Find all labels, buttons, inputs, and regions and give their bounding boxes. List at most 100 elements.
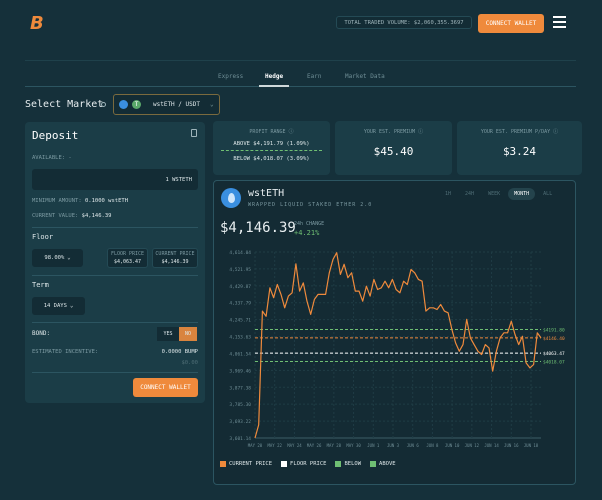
range-tab-24h[interactable]: 24H bbox=[465, 191, 475, 197]
asset-name: WRAPPED LIQUID STAKED ETHER 2.0 bbox=[248, 202, 373, 208]
x-tick-label: JUN 18 bbox=[524, 443, 539, 448]
range-tab-all[interactable]: ALL bbox=[543, 191, 553, 197]
level-label: $4018.07 bbox=[543, 359, 565, 365]
current-value-label: CURRENT VALUE: bbox=[32, 213, 79, 219]
floor-title: Floor bbox=[32, 233, 54, 241]
x-tick-label: JUN 14 bbox=[484, 443, 499, 448]
x-tick-label: JUN 16 bbox=[504, 443, 519, 448]
x-tick-label: JUN 3 bbox=[387, 443, 400, 448]
level-label: $4063.47 bbox=[543, 351, 565, 357]
info-icon[interactable]: ⓘ bbox=[418, 129, 424, 135]
deposit-title: Deposit bbox=[32, 129, 79, 142]
chevron-down-icon: ⌄ bbox=[67, 255, 71, 261]
bond-yes-button[interactable]: YES bbox=[157, 327, 179, 341]
tab-earn[interactable]: Earn bbox=[307, 73, 322, 80]
menu-icon[interactable] bbox=[553, 16, 566, 28]
range-tab-month[interactable]: MONTH bbox=[508, 188, 536, 200]
profit-range-label: PROFIT RANGE bbox=[249, 129, 286, 135]
floor-value: 98.00% bbox=[44, 255, 65, 261]
term-dropdown[interactable]: 14 DAYS ⌄ bbox=[32, 297, 85, 315]
legend-label: ABOVE bbox=[379, 461, 396, 467]
legend-item: BELOW bbox=[335, 461, 361, 467]
term-title: Term bbox=[32, 281, 49, 289]
current-value: $4,146.39 bbox=[81, 213, 112, 219]
min-amount-label: MINIMUM AMOUNT: bbox=[32, 198, 82, 204]
incentive-label: ESTIMATED INCENTIVE: bbox=[32, 349, 99, 355]
info-icon[interactable]: ⓘ bbox=[288, 129, 294, 135]
floor-price-box: FLOOR PRICE $4,063.47 bbox=[107, 248, 148, 268]
legend-label: BELOW bbox=[344, 461, 362, 467]
chart-card: wstETH WRAPPED LIQUID STAKED ETHER 2.0 1… bbox=[213, 180, 576, 485]
x-tick-label: JUN 12 bbox=[465, 443, 480, 448]
info-icon[interactable]: ⓘ bbox=[553, 129, 559, 135]
x-tick-label: MAY 22 bbox=[267, 443, 282, 448]
chart-legend: CURRENT PRICE FLOOR PRICE BELOW ABOVE bbox=[220, 461, 396, 467]
premium-per-day-label: YOUR EST. PREMIUM P/DAY bbox=[480, 129, 551, 135]
y-tick-label: 4,153.63 bbox=[229, 335, 251, 341]
price-chart: 4,614.04 4,521.95 4,429.87 4,337.79 4,245.71… bbox=[229, 250, 565, 448]
market-pair: wstETH / USDT bbox=[153, 101, 200, 108]
level-label: $4191.80 bbox=[543, 328, 565, 334]
min-amount-value: 0.1000 wstETH bbox=[84, 198, 129, 204]
floor-price: $4,063.47 bbox=[113, 259, 142, 265]
tab-hedge[interactable]: Hedge bbox=[265, 73, 284, 80]
connect-wallet-button[interactable]: CONNECT WALLET bbox=[478, 14, 544, 33]
premium-per-day-card: YOUR EST. PREMIUM P/DAY ⓘ $3.24 bbox=[457, 121, 582, 175]
profit-below: BELOW $4,018.07 (3.09%) bbox=[233, 156, 310, 162]
range-tab-week[interactable]: WEEK bbox=[488, 191, 501, 197]
deposit-connect-wallet-button[interactable]: CONNECT WALLET bbox=[133, 378, 198, 397]
bond-no-button[interactable]: NO bbox=[179, 327, 197, 341]
floor-dropdown[interactable]: 98.00% ⌄ bbox=[32, 249, 83, 267]
legend-item: FLOOR PRICE bbox=[281, 461, 326, 467]
y-tick-label: 3,877.38 bbox=[229, 385, 251, 391]
tab-express[interactable]: Express bbox=[218, 73, 244, 80]
asset-symbol: wstETH bbox=[248, 188, 285, 199]
range-tabs: 1H 24H WEEK MONTH ALL bbox=[439, 188, 558, 200]
amount-input[interactable]: 1 WSTETH bbox=[32, 169, 198, 190]
premium-per-day-value: $3.24 bbox=[502, 145, 537, 158]
legend-label: FLOOR PRICE bbox=[290, 461, 327, 467]
info-icon[interactable] bbox=[101, 102, 106, 107]
premium-value: $45.40 bbox=[373, 145, 414, 158]
x-tick-label: JUN 1 bbox=[367, 443, 380, 448]
wsteth-icon bbox=[119, 100, 128, 109]
asset-price: $4,146.39 bbox=[220, 220, 296, 236]
x-tick-label: MAY 24 bbox=[287, 443, 302, 448]
legend-swatch bbox=[220, 461, 226, 467]
y-tick-label: 4,429.87 bbox=[229, 284, 251, 290]
deposit-panel: Deposit AVAILABLE: - 1 WSTETH MINIMUM AM… bbox=[25, 122, 205, 403]
legend-label: CURRENT PRICE bbox=[229, 461, 273, 467]
level-label: $4146.40 bbox=[543, 336, 565, 342]
y-tick-label: 3,785.30 bbox=[229, 402, 251, 408]
profit-above: ABOVE $4,191.79 (1.09%) bbox=[233, 141, 310, 147]
total-volume: TOTAL TRADED VOLUME: $2,060,355.3697 bbox=[336, 16, 472, 29]
legend-item: ABOVE bbox=[370, 461, 396, 467]
x-tick-label: MAY 20 bbox=[248, 443, 263, 448]
legend-item: CURRENT PRICE bbox=[220, 461, 272, 467]
legend-swatch bbox=[281, 461, 288, 467]
x-tick-label: MAY 28 bbox=[327, 443, 342, 448]
bond-label: BOND: bbox=[32, 330, 51, 337]
floor-price-label: FLOOR PRICE bbox=[110, 251, 145, 257]
incentive-value: 0.0000 BUMP bbox=[161, 349, 198, 355]
y-tick-label: 4,061.54 bbox=[229, 351, 251, 357]
y-tick-label: 3,969.46 bbox=[229, 368, 251, 374]
y-tick-label: 4,245.71 bbox=[229, 318, 251, 324]
market-dropdown[interactable]: T wstETH / USDT ⌄ bbox=[113, 94, 220, 115]
available: AVAILABLE: - bbox=[32, 155, 72, 161]
logo[interactable]: B bbox=[30, 13, 44, 34]
copy-icon[interactable] bbox=[191, 129, 197, 137]
current-price: $4,146.39 bbox=[161, 259, 189, 265]
chevron-down-icon: ⌄ bbox=[69, 303, 74, 309]
current-price-label: CURRENT PRICE bbox=[155, 251, 195, 257]
x-tick-label: JUN 10 bbox=[445, 443, 460, 448]
y-tick-label: 4,337.79 bbox=[229, 301, 251, 307]
range-tab-1h[interactable]: 1H bbox=[445, 191, 452, 197]
y-tick-label: 3,601.14 bbox=[229, 436, 251, 442]
y-tick-label: 4,614.04 bbox=[229, 250, 251, 256]
x-tick-label: MAY 30 bbox=[346, 443, 361, 448]
y-tick-label: 4,521.95 bbox=[229, 267, 251, 273]
tab-market-data[interactable]: Market Data bbox=[345, 73, 385, 80]
price-line bbox=[254, 252, 542, 439]
change-label: 24h CHANGE bbox=[294, 221, 325, 227]
